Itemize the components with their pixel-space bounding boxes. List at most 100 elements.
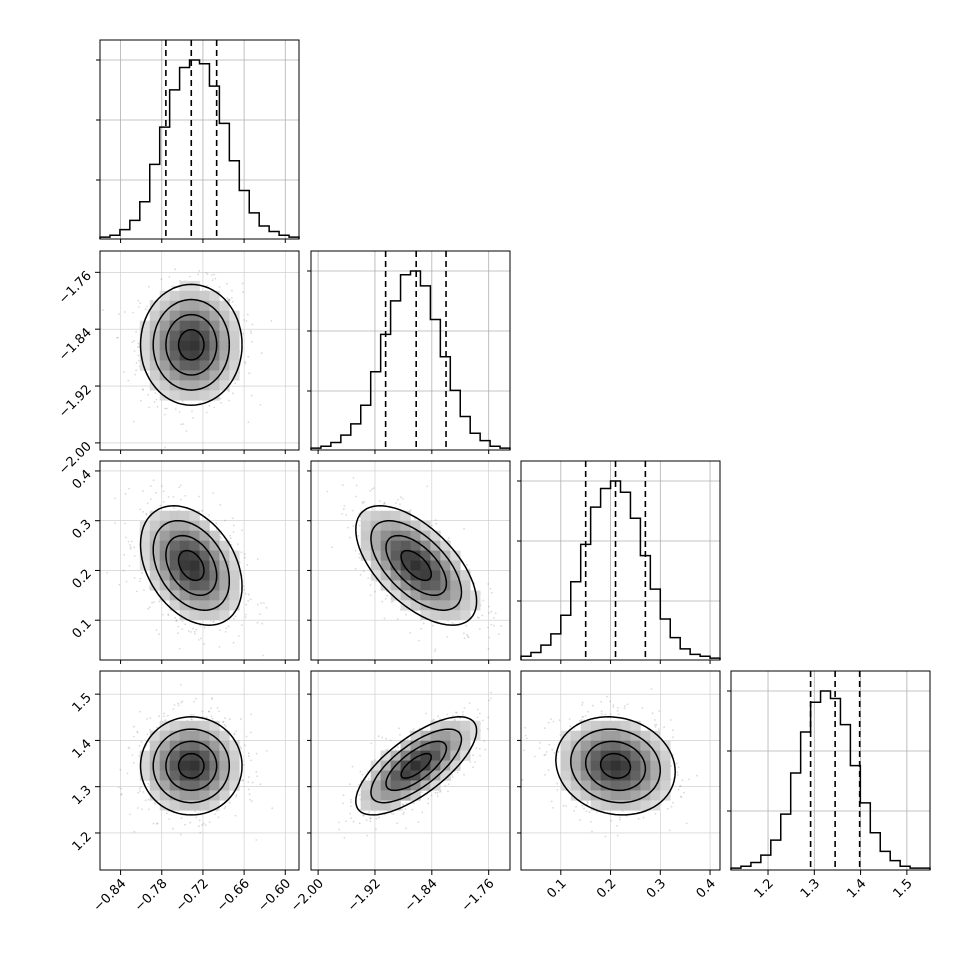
density-cells xyxy=(139,280,240,401)
scatter-point xyxy=(172,827,175,830)
scatter-point xyxy=(234,382,237,385)
scatter-point xyxy=(396,746,399,749)
scatter-point xyxy=(191,718,193,721)
scatter-point xyxy=(476,716,479,719)
scatter-point xyxy=(242,585,245,588)
density-cell xyxy=(189,300,200,311)
hist-panel-2 xyxy=(517,460,721,661)
scatter-point xyxy=(427,797,430,800)
scatter-point xyxy=(228,299,231,301)
scatter-point xyxy=(197,273,200,276)
density-cell xyxy=(370,790,381,801)
scatter-point xyxy=(218,646,221,648)
scatter-point xyxy=(198,270,201,272)
scatter-point xyxy=(350,801,352,803)
scatter-point xyxy=(174,616,177,619)
scatter-point xyxy=(208,514,211,516)
density-cell xyxy=(440,590,451,601)
density-cell xyxy=(159,760,170,771)
density-cell xyxy=(159,290,170,302)
density-cell xyxy=(159,550,170,561)
density-cell xyxy=(450,590,461,601)
scatter-point xyxy=(174,408,177,411)
scatter-point xyxy=(477,617,480,619)
scatter-point xyxy=(384,598,387,600)
scatter-point xyxy=(352,820,355,823)
scatter-point xyxy=(205,716,208,718)
scatter-point xyxy=(192,627,195,630)
scatter-point xyxy=(432,624,434,627)
scatter-point xyxy=(412,802,415,805)
scatter-point xyxy=(216,707,219,709)
scatter-point xyxy=(129,547,132,550)
density-cell xyxy=(219,330,230,341)
scatter-point xyxy=(483,740,486,742)
density-cell xyxy=(229,330,240,341)
density-cell xyxy=(199,770,210,781)
scatter-point xyxy=(386,594,389,597)
density-cell xyxy=(410,560,421,571)
scatter-point xyxy=(181,400,184,402)
scatter-point xyxy=(361,501,364,503)
scatter-point xyxy=(417,821,420,823)
density-cell xyxy=(199,610,210,621)
scatter-point xyxy=(243,744,246,747)
scatter-point xyxy=(446,713,448,716)
joint-panel-0-2 xyxy=(99,460,300,661)
scatter-point xyxy=(375,817,378,820)
scatter-point xyxy=(139,580,141,583)
scatter-point xyxy=(487,626,489,629)
scatter-point xyxy=(129,546,132,549)
scatter-point xyxy=(500,625,502,627)
scatter-point xyxy=(167,613,170,615)
scatter-point xyxy=(114,497,116,500)
scatter-point xyxy=(265,606,268,609)
scatter-point xyxy=(355,484,358,487)
scatter-point xyxy=(479,754,481,757)
scatter-point xyxy=(178,411,181,413)
scatter-point xyxy=(155,398,158,401)
scatter-point xyxy=(245,320,248,322)
scatter-point xyxy=(239,718,242,720)
scatter-point xyxy=(270,319,273,322)
scatter-point xyxy=(343,505,346,507)
scatter-point xyxy=(202,822,205,825)
density-cell xyxy=(199,290,210,302)
scatter-point xyxy=(214,277,217,280)
histogram-step-0 xyxy=(99,59,300,239)
density-cell xyxy=(360,520,371,531)
density-cell xyxy=(179,280,190,292)
scatter-point xyxy=(468,568,470,571)
scatter-point xyxy=(137,807,139,809)
scatter-point xyxy=(120,787,123,790)
scatter-point xyxy=(152,479,155,482)
scatter-point xyxy=(194,810,197,813)
scatter-point xyxy=(177,704,180,707)
scatter-point xyxy=(138,787,141,790)
density-cells xyxy=(139,720,240,811)
scatter-point xyxy=(447,537,450,539)
scatter-point xyxy=(494,612,497,615)
scatter-point xyxy=(249,330,252,333)
density-cells xyxy=(139,510,240,621)
scatter-point xyxy=(345,820,347,823)
scatter-point xyxy=(359,574,362,576)
scatter-point xyxy=(402,813,405,816)
density-cell xyxy=(189,790,200,801)
density-cell xyxy=(219,320,230,331)
scatter-point xyxy=(358,553,361,555)
scatter-point xyxy=(118,313,120,316)
panel-frame xyxy=(310,250,511,451)
density-cell xyxy=(159,380,170,391)
density-cell xyxy=(360,530,371,541)
scatter-point xyxy=(164,413,166,416)
scatter-point xyxy=(357,534,360,537)
scatter-point xyxy=(179,833,182,836)
scatter-point xyxy=(230,537,232,540)
scatter-point xyxy=(487,605,490,608)
scatter-point xyxy=(420,627,423,630)
density-cell xyxy=(229,580,240,591)
density-cell xyxy=(209,760,220,771)
scatter-point xyxy=(463,773,465,776)
